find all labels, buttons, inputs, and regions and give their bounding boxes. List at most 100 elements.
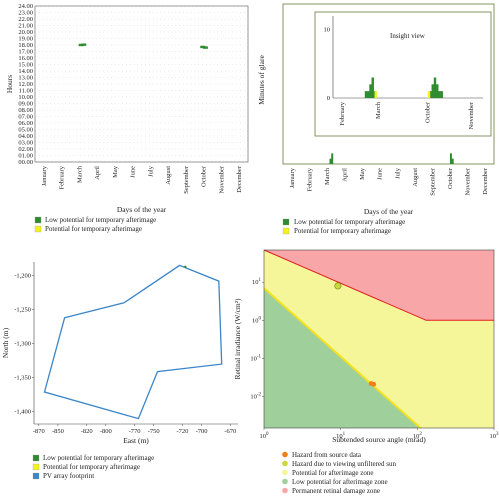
legend-label: Low potential for temporary afterimage (294, 218, 405, 226)
glare-point (184, 265, 187, 268)
glare-bar (331, 153, 334, 164)
x-axis-label: Subtended source angle (mrad) (332, 435, 426, 444)
legend-swatch (282, 469, 288, 476)
y-tick-label: 21.00 (18, 23, 33, 30)
x-tick-base: 10 (336, 433, 343, 440)
x-tick-label: -720 (176, 428, 188, 435)
y-tick-label: 100 (252, 316, 262, 324)
y-tick-label: 09.00 (18, 101, 33, 108)
y-tick-base: 10 (250, 394, 257, 401)
dotted-grid (34, 5, 249, 163)
y-tick-exp: 0 (259, 316, 262, 321)
y-tick-label: 04.00 (18, 133, 33, 140)
x-tick-label: June (130, 166, 137, 178)
x-tick-label: 101 (336, 432, 346, 440)
y-tick-label: -1,400 (14, 409, 31, 416)
y-tick-label: 16.00 (18, 55, 33, 62)
y-tick-label: 101 (252, 278, 262, 286)
inset-x-tick: February (339, 101, 346, 125)
x-tick-label: -700 (196, 428, 208, 435)
y-tick-label: 19.00 (18, 36, 33, 43)
x-tick-label: April (342, 168, 349, 182)
inset-bar (374, 91, 377, 98)
x-tick-label: February (306, 167, 313, 191)
x-tick-label: -770 (129, 428, 141, 435)
data-point (202, 46, 208, 49)
x-tick-label: -750 (148, 428, 160, 435)
x-tick-label: -670 (224, 428, 236, 435)
legend-label: Low potential for temporary afterimage (43, 454, 154, 462)
legend-swatch (282, 487, 288, 494)
x-tick-label: December (482, 167, 489, 195)
x-tick-label: -820 (81, 428, 93, 435)
x-tick-base: 10 (260, 433, 267, 440)
inset-y-tick: 0 (327, 95, 330, 102)
y-tick-label: -1,350 (14, 375, 31, 382)
hazard-point (371, 381, 377, 387)
y-tick-label: -1,300 (14, 341, 31, 348)
y-tick-exp: 1 (259, 278, 262, 283)
inset-x-tick: November (468, 101, 475, 129)
y-axis-label: Retinal irradiance (W/cm²) (233, 298, 242, 379)
legend-swatch (32, 472, 40, 480)
y-tick-label: -1,250 (14, 307, 31, 314)
y-tick-label: 22.00 (18, 16, 33, 23)
y-tick-label: 15.00 (18, 62, 33, 69)
plot-frame-hazard (263, 249, 495, 429)
data-point (200, 45, 206, 49)
legend-label: Potential for afterimage zone (292, 469, 373, 477)
x-tick-label: January (41, 165, 48, 186)
y-tick-label: 24.00 (18, 3, 33, 10)
y-tick-label: 00.00 (18, 159, 33, 166)
zone-permanent-damage (264, 250, 494, 321)
legend-label: Hazard from source data (292, 451, 362, 459)
x-tick-label: August (165, 166, 172, 185)
legend-swatch (32, 463, 40, 471)
y-tick-label: 06.00 (18, 120, 33, 127)
y-tick-label: 05.00 (18, 127, 33, 134)
x-tick-label: September (183, 165, 190, 194)
legend-swatch (32, 454, 40, 462)
glare-bar (449, 153, 452, 164)
inset-bar (364, 91, 368, 98)
y-tick-label: 20.00 (18, 29, 33, 36)
legend-label: Permanent retinal damage zone (292, 487, 380, 495)
inset-title: Insight view (390, 32, 426, 40)
x-tick-label: December (236, 165, 243, 193)
x-tick-label: 100 (260, 432, 270, 440)
x-tick-label: June (377, 168, 384, 180)
x-tick-label: February (59, 165, 66, 189)
x-tick-label: July (394, 167, 401, 179)
y-tick-base: 10 (252, 317, 259, 324)
y-tick-label: 10-1 (250, 354, 261, 362)
x-tick-label: May (359, 167, 366, 180)
x-tick-label: April (94, 166, 101, 180)
glare-bar (451, 158, 454, 164)
legend-label: Hazard due to viewing unfiltered sun (292, 460, 396, 468)
y-tick-base: 10 (252, 279, 259, 286)
low-potential-boundary (263, 287, 422, 429)
legend-swatch (282, 460, 288, 467)
x-tick-label: October (201, 165, 208, 187)
y-tick-label: 17.00 (18, 49, 33, 56)
y-tick-label: 03.00 (18, 140, 33, 147)
y-tick-label: 18.00 (18, 42, 33, 49)
x-tick-label: September (429, 167, 436, 196)
inset-bar (369, 84, 372, 98)
x-axis-label: Days of the year (117, 205, 167, 214)
glare-bar (329, 158, 332, 164)
inset-bar (429, 91, 432, 98)
x-tick-label: -800 (100, 428, 112, 435)
inset-bar (427, 91, 431, 98)
inset-bar (371, 77, 374, 98)
data-point (81, 43, 87, 46)
inset-bar (436, 84, 439, 98)
y-tick-exp: -2 (257, 393, 262, 398)
y-tick-label: 07.00 (18, 114, 33, 121)
inset-bar (433, 77, 437, 98)
y-tick-label: 14.00 (18, 68, 33, 75)
data-point (78, 43, 84, 47)
inset-x-tick: March (375, 101, 382, 119)
y-axis-label: Hours (5, 75, 14, 93)
